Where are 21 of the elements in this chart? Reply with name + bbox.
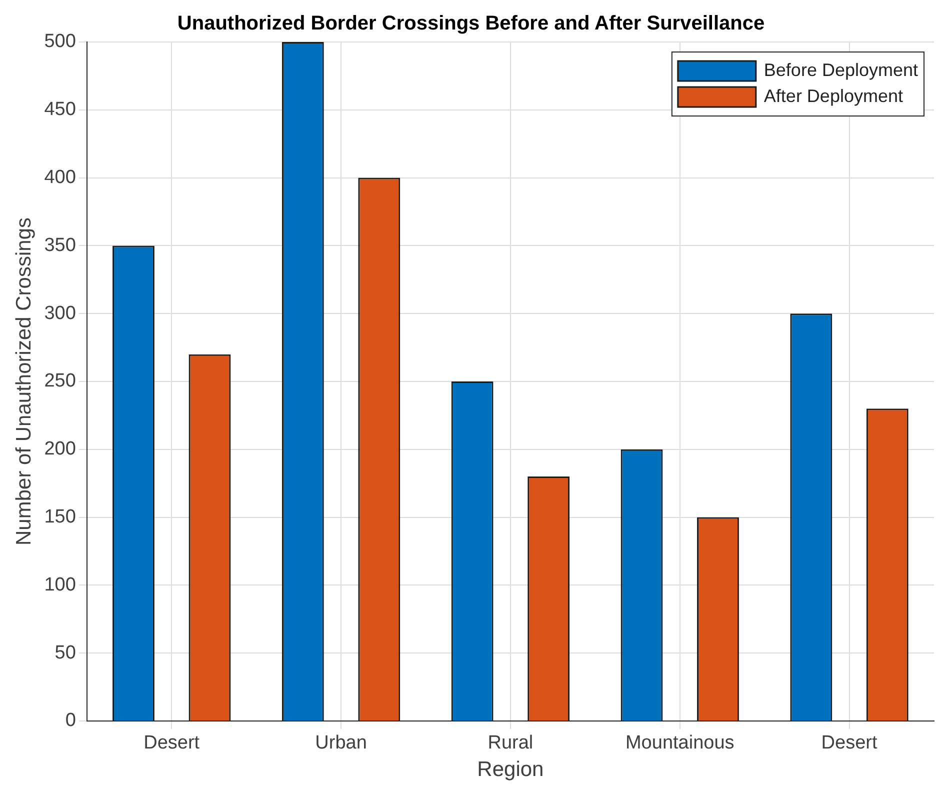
y-tick-label: 350: [44, 234, 76, 256]
y-tick-label: 500: [44, 31, 76, 52]
y-tick-label: 100: [44, 574, 76, 596]
x-tick-label: Mountainous: [625, 732, 734, 754]
legend-label: Before Deployment: [764, 60, 918, 80]
y-tick-label: 450: [44, 99, 76, 120]
y-tick-label: 50: [54, 642, 76, 664]
y-tick-label: 250: [44, 370, 76, 392]
y-tick-label: 200: [44, 438, 76, 460]
x-tick-label: Urban: [315, 732, 367, 754]
y-axis-title: Number of Unauthorized Crossings: [12, 218, 36, 546]
chart-title: Unauthorized Border Crossings Before and After Surveillance: [177, 12, 765, 35]
x-tick-label: Rural: [488, 732, 534, 754]
y-tick-label: 300: [44, 302, 76, 324]
x-tick-label: Desert: [144, 732, 200, 754]
y-tick-label: 400: [44, 167, 76, 188]
y-tick-label: 0: [65, 710, 76, 732]
x-axis-title: Region: [477, 758, 544, 782]
legend-label: After Deployment: [764, 86, 903, 106]
y-tick-label: 150: [44, 506, 76, 528]
x-tick-label: Desert: [821, 732, 878, 754]
